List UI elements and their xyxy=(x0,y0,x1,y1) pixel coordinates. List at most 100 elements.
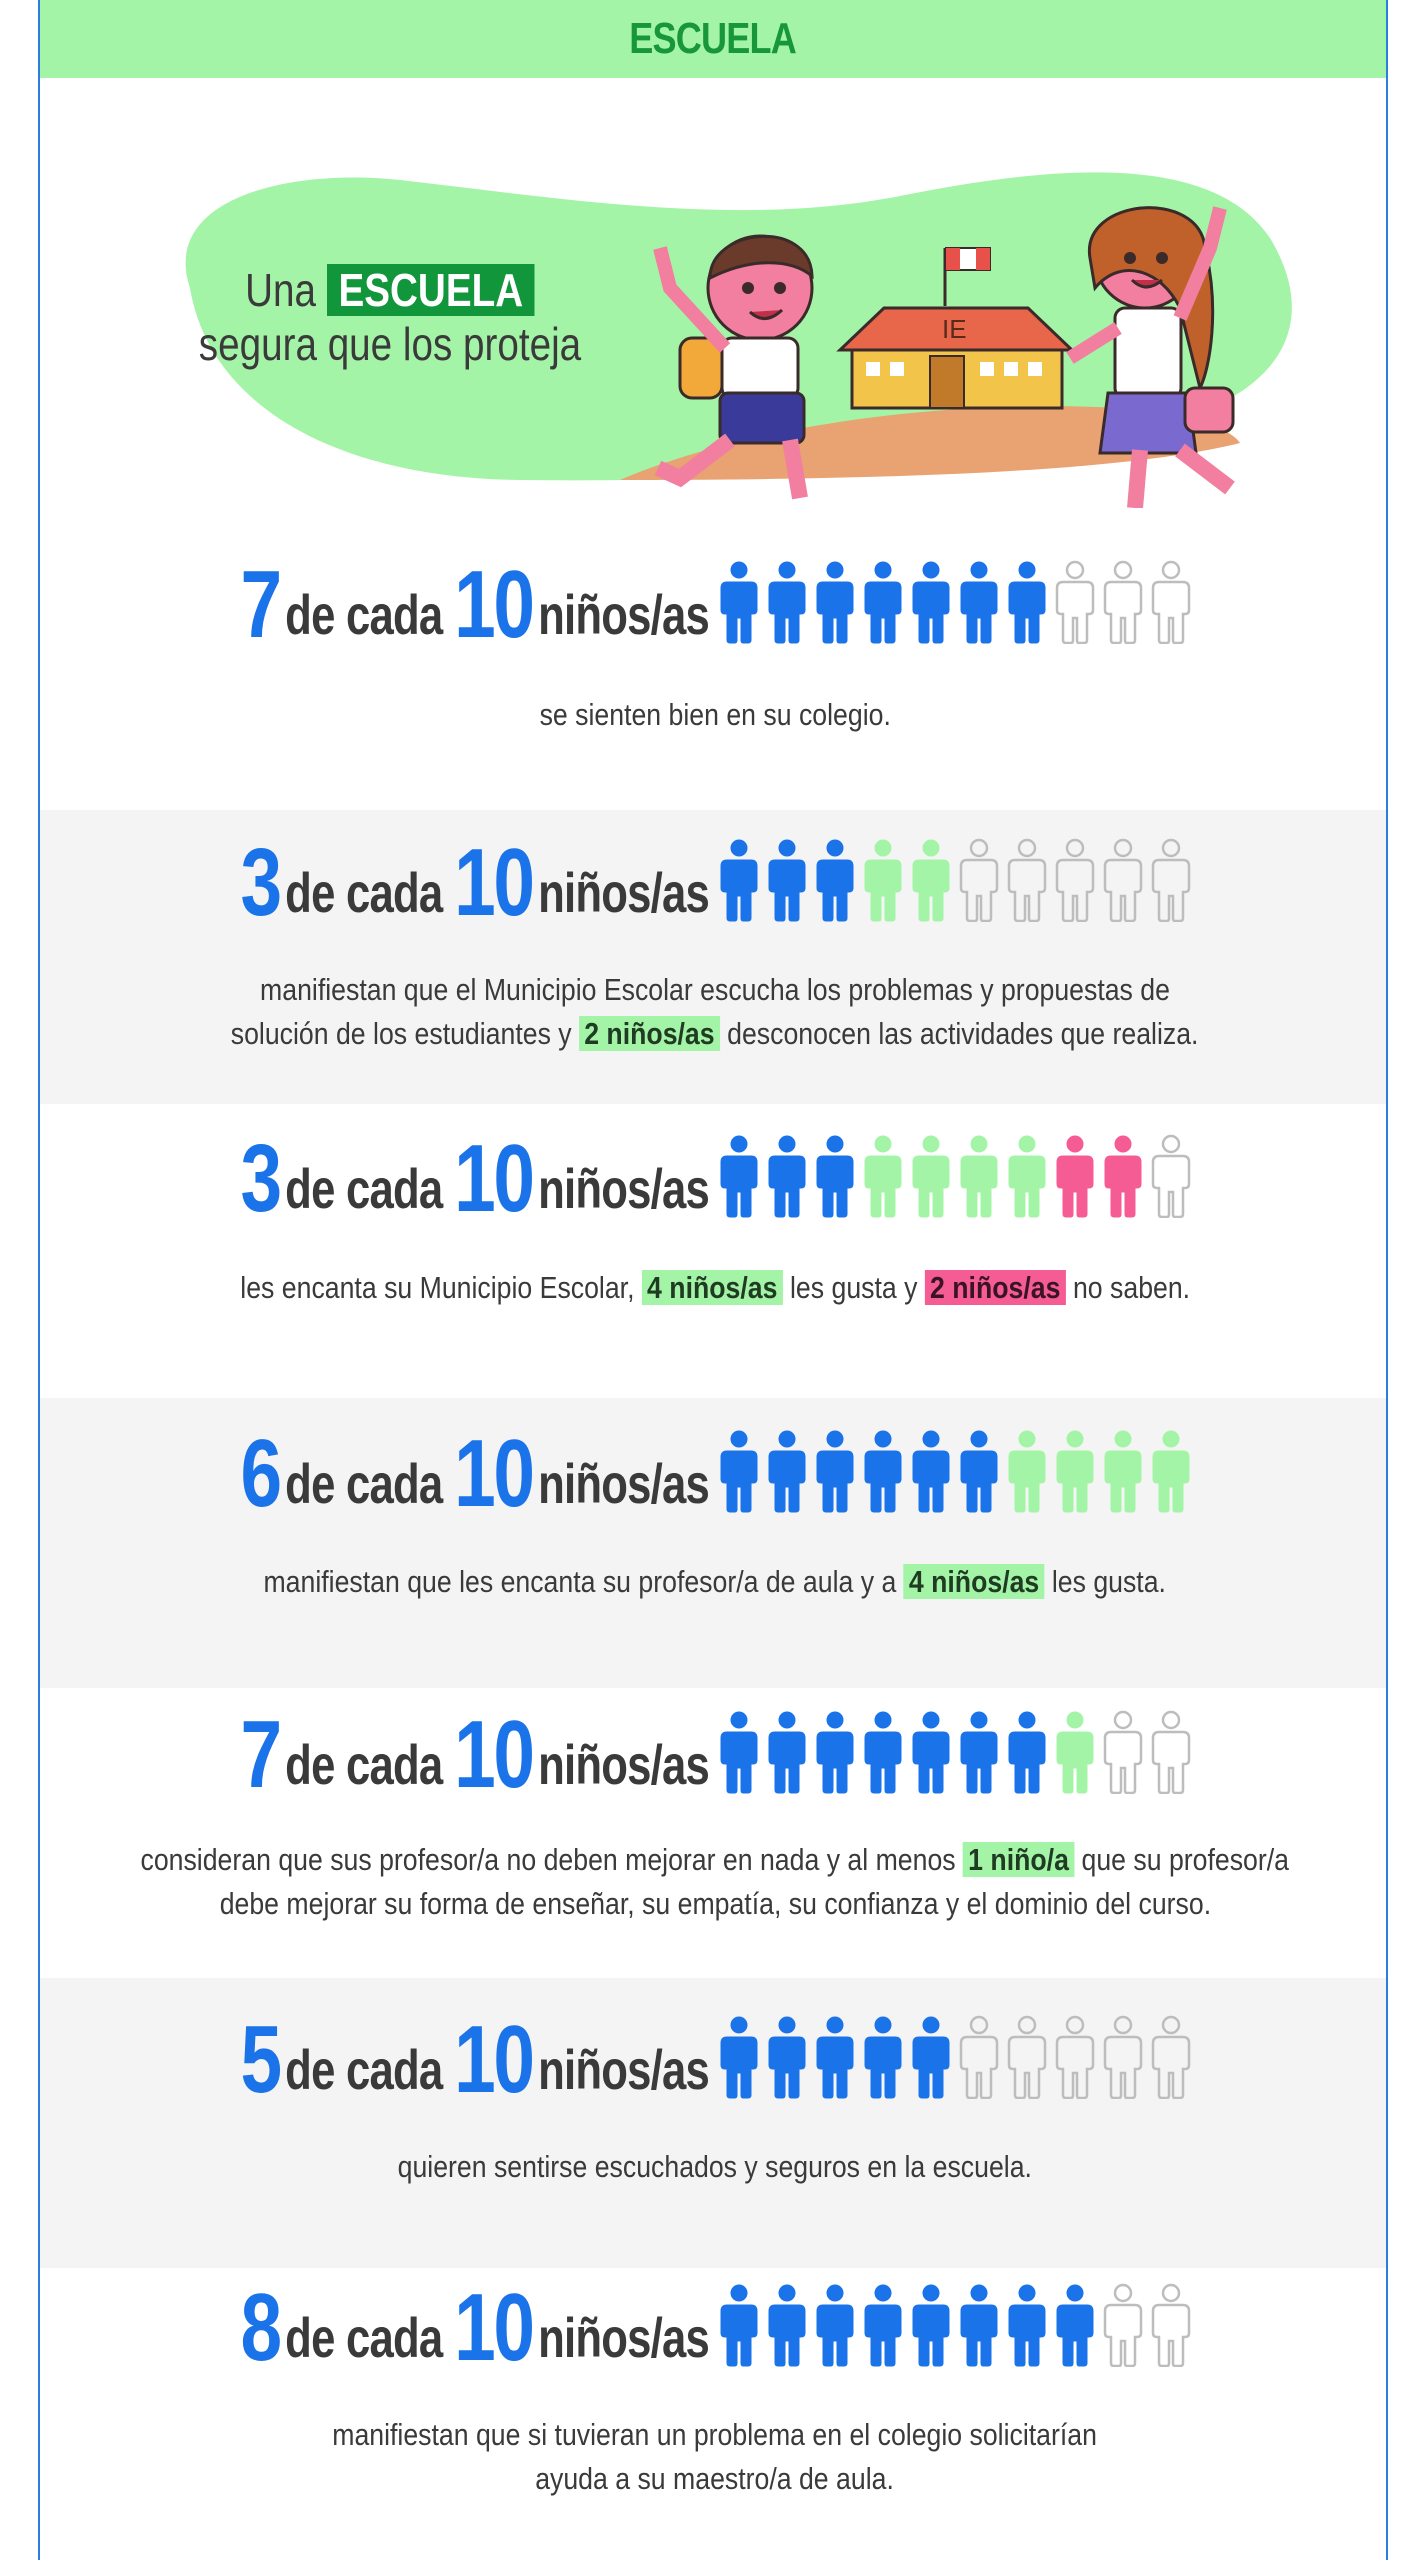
stat-section: 6 de cada 10 niños/as manifiestan que les e… xyxy=(40,1398,1386,1688)
person-icon-blue xyxy=(768,2016,806,2099)
person-icon-empty xyxy=(1007,2015,1047,2099)
stat-headline: 7 de cada 10 niños/as xyxy=(40,1701,1386,1808)
person-icon-blue xyxy=(768,1711,806,1794)
stat-section: 7 de cada 10 niños/as se sienten bien en su… xyxy=(40,498,1386,810)
stat-total: 10 xyxy=(454,1701,535,1808)
person-icon-blue xyxy=(912,2284,950,2367)
person-icon-blue xyxy=(816,2284,854,2367)
people-icon-row xyxy=(715,2015,1195,2099)
stat-description: ayuda a su maestro/a de aula. xyxy=(40,2457,1386,2501)
person-icon-green xyxy=(1152,1430,1190,1513)
person-icon-blue xyxy=(864,561,902,644)
person-icon-empty xyxy=(1103,560,1143,644)
stat-of-each: de cada xyxy=(285,1452,444,1515)
person-icon-blue xyxy=(768,2284,806,2367)
stat-of-each: de cada xyxy=(285,1733,444,1796)
highlight-green: 2 niños/as xyxy=(579,1016,721,1051)
person-icon-blue xyxy=(720,1135,758,1218)
person-icon-blue xyxy=(720,561,758,644)
person-icon-blue xyxy=(816,1135,854,1218)
stat-number: 3 xyxy=(240,829,283,936)
stat-of-each: de cada xyxy=(285,1157,444,1220)
stat-description: solución de los estudiantes y 2 niños/as… xyxy=(40,1012,1386,1056)
description-text: que su profesor/a xyxy=(1074,1842,1290,1877)
person-icon-blue xyxy=(768,839,806,922)
stat-description: manifiestan que si tuvieran un problema … xyxy=(40,2413,1386,2457)
description-text: les gusta. xyxy=(1044,1564,1167,1599)
person-icon-empty xyxy=(1151,1134,1191,1218)
description-text: se sienten bien en su colegio. xyxy=(539,697,891,732)
description-text: manifiestan que les encanta su profesor/… xyxy=(263,1564,905,1599)
person-icon-blue xyxy=(1008,1711,1046,1794)
person-icon-blue xyxy=(864,2284,902,2367)
stat-of-each: de cada xyxy=(285,2038,444,2101)
stat-description: les encanta su Municipio Escolar, 4 niño… xyxy=(40,1266,1386,1310)
person-icon-green xyxy=(864,1135,902,1218)
people-icon-row xyxy=(715,560,1195,644)
description-text: ayuda a su maestro/a de aula. xyxy=(535,2461,895,2496)
person-icon-blue xyxy=(816,561,854,644)
stat-section: 7 de cada 10 niños/as consideran que sus pr… xyxy=(40,1688,1386,1978)
stat-number: 7 xyxy=(240,551,283,658)
people-icon-row xyxy=(715,1134,1195,1218)
description-text: les gusta y xyxy=(782,1270,925,1305)
description-text: quieren sentirse escuchados y seguros en… xyxy=(397,2149,1033,2184)
stat-headline: 7 de cada 10 niños/as xyxy=(40,551,1386,658)
stat-description: debe mejorar su forma de enseñar, su emp… xyxy=(40,1882,1386,1926)
header-bar: ESCUELA xyxy=(40,0,1386,78)
person-icon-empty xyxy=(959,2015,999,2099)
person-icon-blue xyxy=(864,2016,902,2099)
stat-description: manifiestan que el Municipio Escolar esc… xyxy=(40,968,1386,1012)
person-icon-blue xyxy=(960,561,998,644)
person-icon-empty xyxy=(1055,560,1095,644)
stat-total: 10 xyxy=(454,2274,535,2381)
person-icon-pink xyxy=(1104,1135,1142,1218)
people-icon-row xyxy=(715,2283,1195,2367)
person-icon-blue xyxy=(1008,2284,1046,2367)
description-text: debe mejorar su forma de enseñar, su emp… xyxy=(219,1886,1211,1921)
person-icon-blue xyxy=(816,1430,854,1513)
stat-headline: 8 de cada 10 niños/as xyxy=(40,2274,1386,2381)
hero-text-highlight: ESCUELA xyxy=(326,264,535,316)
person-icon-blue xyxy=(960,1430,998,1513)
stat-number: 3 xyxy=(240,1125,283,1232)
person-icon-blue xyxy=(720,2284,758,2367)
stat-total: 10 xyxy=(454,1125,535,1232)
person-icon-blue xyxy=(1056,2284,1094,2367)
person-icon-blue xyxy=(768,1430,806,1513)
person-icon-empty xyxy=(1103,2015,1143,2099)
person-icon-blue xyxy=(720,839,758,922)
stat-kids: niños/as xyxy=(537,861,710,924)
people-icon-row xyxy=(715,1710,1195,1794)
stat-total: 10 xyxy=(454,551,535,658)
stat-headline: 5 de cada 10 niños/as xyxy=(40,2006,1386,2113)
person-icon-green xyxy=(1056,1711,1094,1794)
person-icon-blue xyxy=(768,1135,806,1218)
person-icon-green xyxy=(1104,1430,1142,1513)
person-icon-blue xyxy=(720,1711,758,1794)
person-icon-empty xyxy=(1055,838,1095,922)
person-icon-empty xyxy=(1151,1710,1191,1794)
highlight-pink: 2 niños/as xyxy=(924,1270,1066,1305)
stat-description: consideran que sus profesor/a no deben m… xyxy=(40,1838,1386,1882)
page-title: ESCUELA xyxy=(629,14,797,63)
stat-description: quieren sentirse escuchados y seguros en… xyxy=(40,2145,1386,2189)
highlight-green: 4 niños/as xyxy=(904,1564,1045,1599)
stat-number: 5 xyxy=(240,2006,283,2113)
person-icon-blue xyxy=(912,561,950,644)
description-text: solución de los estudiantes y xyxy=(231,1016,580,1051)
person-icon-empty xyxy=(1055,2015,1095,2099)
stat-headline: 6 de cada 10 niños/as xyxy=(40,1426,1386,1522)
person-icon-blue xyxy=(912,1711,950,1794)
boy-illustration xyxy=(653,234,814,500)
person-icon-blue xyxy=(816,839,854,922)
person-icon-blue xyxy=(864,1430,902,1513)
person-icon-green xyxy=(1008,1430,1046,1513)
person-icon-green xyxy=(912,1135,950,1218)
person-icon-blue xyxy=(816,2016,854,2099)
description-text: consideran que sus profesor/a no deben m… xyxy=(140,1842,964,1877)
stat-kids: niños/as xyxy=(537,583,710,646)
hero-banner: Una ESCUELA segura que los proteja IE xyxy=(40,78,1386,508)
person-icon-blue xyxy=(816,1711,854,1794)
children-school-illustration: IE xyxy=(653,206,1235,508)
